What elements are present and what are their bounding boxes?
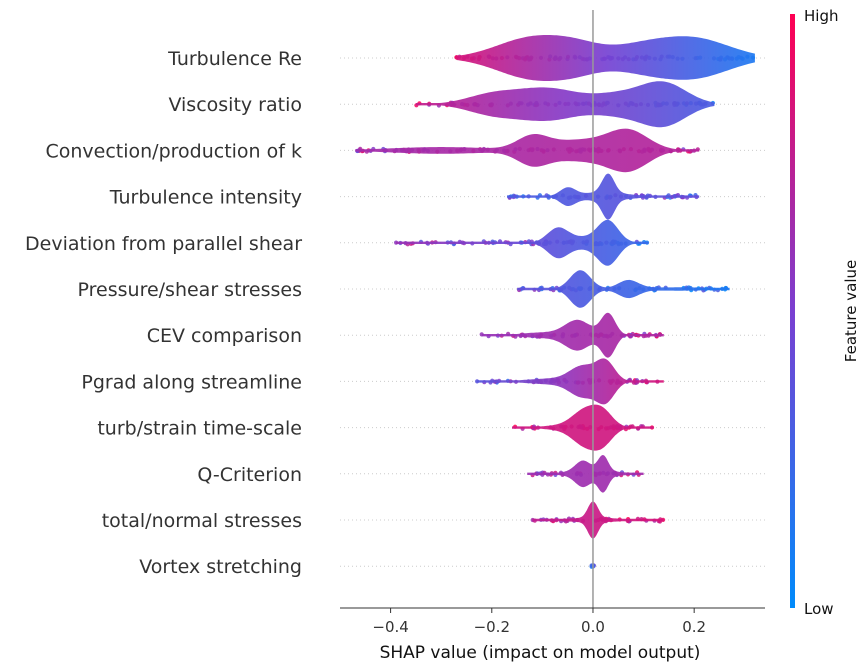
violin-shape bbox=[527, 455, 644, 493]
feature-label: Turbulence intensity bbox=[109, 187, 302, 209]
feature-label: turb/strain time-scale bbox=[97, 418, 302, 440]
colorbar-gradient bbox=[790, 14, 795, 608]
colorbar-high-label: High bbox=[804, 7, 838, 25]
violin-shape bbox=[355, 128, 700, 173]
x-tick-label: 0.0 bbox=[581, 618, 605, 636]
x-axis: −0.4 −0.2 0.0 0.2 bbox=[340, 607, 765, 636]
violin-shape bbox=[456, 35, 755, 81]
row-gridlines bbox=[340, 57, 765, 567]
feature-label: Pgrad along streamline bbox=[81, 371, 302, 393]
violin-shape bbox=[395, 219, 649, 266]
colorbar-title: Feature value bbox=[842, 260, 860, 362]
feature-label: Convection/production of k bbox=[45, 140, 302, 162]
feature-label: Deviation from parallel shear bbox=[25, 233, 302, 255]
violin-shape bbox=[532, 501, 664, 539]
violin-shape bbox=[415, 81, 715, 128]
feature-label: Viscosity ratio bbox=[168, 94, 302, 116]
feature-label: Vortex stretching bbox=[139, 556, 302, 578]
feature-label: CEV comparison bbox=[147, 325, 302, 347]
feature-label: Turbulence Re bbox=[167, 48, 302, 70]
x-tick-label: −0.4 bbox=[372, 618, 408, 636]
feature-labels: Turbulence Re Viscosity ratio Convection/p… bbox=[25, 48, 302, 578]
x-axis-title: SHAP value (impact on model output) bbox=[380, 643, 701, 663]
colorbar-low-label: Low bbox=[804, 600, 834, 618]
violin-shape bbox=[507, 173, 700, 220]
feature-label: Q-Criterion bbox=[197, 464, 302, 486]
feature-label: total/normal stresses bbox=[102, 510, 302, 532]
x-tick-label: 0.2 bbox=[682, 618, 706, 636]
colorbar: High Low Feature value bbox=[790, 7, 860, 618]
violin-shape bbox=[517, 270, 730, 308]
violin-shape bbox=[476, 358, 664, 405]
x-tick-label: −0.2 bbox=[474, 618, 510, 636]
feature-label: Pressure/shear stresses bbox=[78, 279, 302, 301]
violin-series bbox=[355, 35, 756, 569]
violin-shape bbox=[512, 404, 654, 451]
violin-shape bbox=[481, 312, 664, 358]
